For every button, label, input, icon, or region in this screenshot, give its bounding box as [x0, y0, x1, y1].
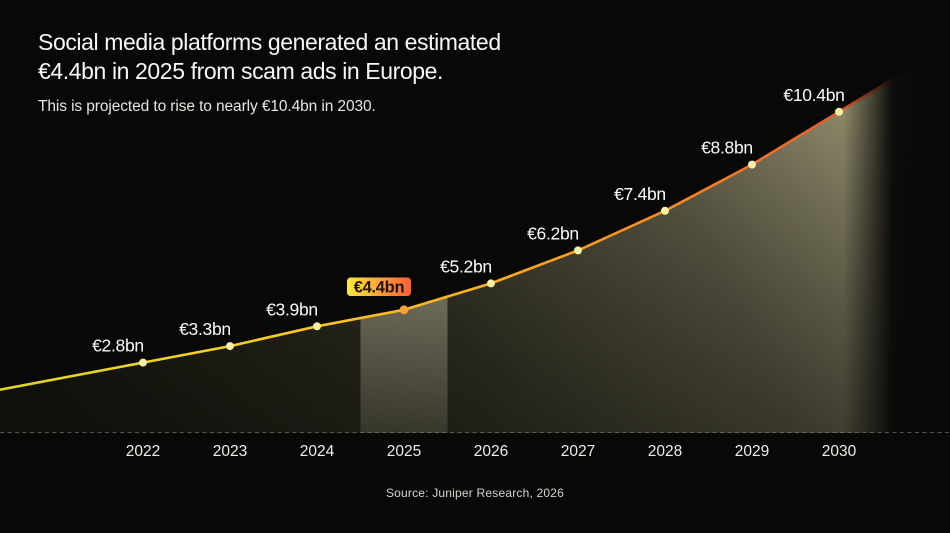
data-point-2023 [226, 342, 234, 350]
value-label-2024: €3.9bn [266, 299, 318, 319]
data-point-2029 [748, 161, 756, 169]
data-point-2025 [400, 305, 409, 314]
x-tick-2023: 2023 [213, 443, 247, 460]
value-label-2028: €7.4bn [614, 184, 666, 204]
x-tick-2025: 2025 [387, 443, 421, 460]
x-tick-2027: 2027 [561, 443, 595, 460]
value-label-2030: €10.4bn [783, 85, 844, 105]
value-label-2029: €8.8bn [701, 138, 753, 158]
x-tick-2022: 2022 [126, 443, 160, 460]
source-note: Source: Juniper Research, 2026 [0, 486, 950, 500]
x-tick-2026: 2026 [474, 443, 508, 460]
title-line-2: €4.4bn in 2025 from scam ads in Europe. [38, 58, 443, 84]
value-label-2027: €6.2bn [527, 223, 579, 243]
x-tick-2029: 2029 [735, 443, 769, 460]
highlight-badge-label: €4.4bn [354, 278, 405, 296]
chart-subtitle: This is projected to rise to nearly €10.… [38, 98, 501, 116]
title-line-1: Social media platforms generated an esti… [38, 29, 501, 55]
x-tick-2030: 2030 [822, 443, 857, 460]
x-tick-2024: 2024 [300, 443, 335, 460]
chart-title: Social media platforms generated an esti… [38, 28, 501, 86]
value-label-2022: €2.8bn [92, 336, 144, 356]
infographic: Social media platforms generated an esti… [0, 0, 950, 533]
data-point-2028 [661, 207, 669, 215]
data-point-2024 [313, 322, 321, 330]
chart-header: Social media platforms generated an esti… [38, 28, 501, 116]
data-point-2022 [139, 359, 147, 367]
value-label-2023: €3.3bn [179, 319, 231, 339]
x-tick-2028: 2028 [648, 443, 682, 460]
edge-fade [843, 0, 950, 533]
data-point-2026 [487, 279, 495, 287]
data-point-2027 [574, 246, 582, 254]
value-label-2026: €5.2bn [440, 256, 492, 276]
data-point-2030 [835, 108, 843, 116]
